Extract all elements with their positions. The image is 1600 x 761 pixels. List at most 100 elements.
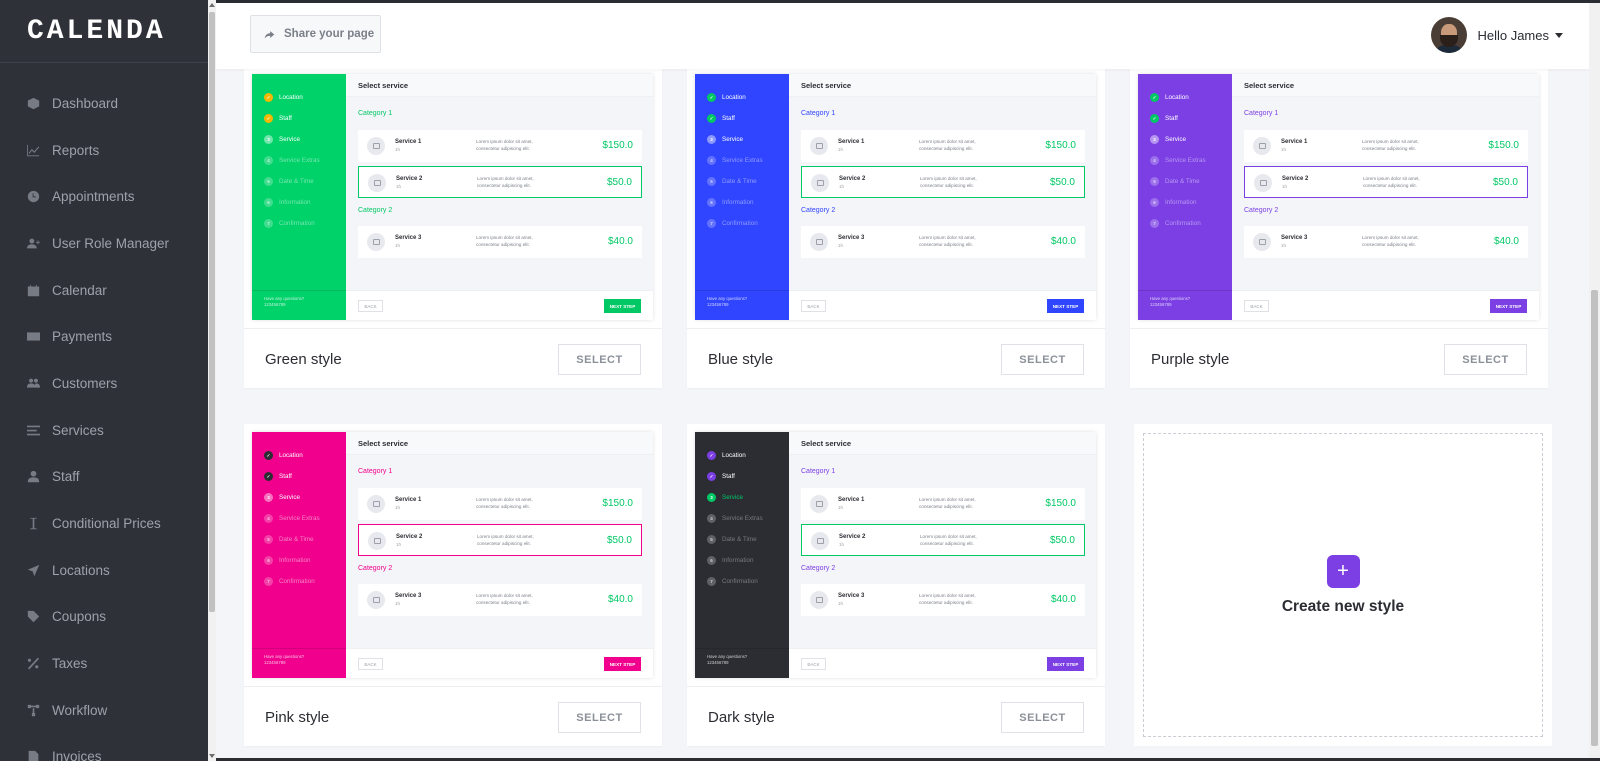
step-number-badge: 6: [707, 198, 716, 207]
preview-step: ✓ Location: [1150, 93, 1189, 102]
style-preview: ✓ Location ✓ Staff 3 Service 4 Service Extras 5 D…: [1138, 74, 1539, 320]
check-icon: ✓: [707, 472, 716, 481]
preview-category: Category 2: [358, 565, 393, 572]
create-new-style-button[interactable]: + Create new style: [1143, 433, 1543, 737]
users-icon: [26, 376, 40, 390]
preview-service-item: Service 1 1h Lorem ipsum dolor sit amet, c…: [801, 130, 1085, 162]
sidebar-item-user-role-manager[interactable]: User Role Manager: [0, 220, 208, 267]
sidebar-scrollbar[interactable]: [208, 0, 216, 761]
share-page-button[interactable]: Share your page: [250, 15, 381, 53]
preview-service-item: Service 3 1h Lorem ipsum dolor sit amet, c…: [801, 584, 1085, 616]
style-name: Purple style: [1151, 351, 1230, 368]
preview-category: Category 2: [801, 207, 836, 214]
sidebar-item-reports[interactable]: Reports: [0, 127, 208, 174]
preview-service-item: Service 2 1h Lorem ipsum dolor sit amet, c…: [801, 524, 1085, 556]
style-preview: ✓ Location ✓ Staff 3 Service 4 Service Extras 5 D…: [252, 432, 653, 678]
style-card: ✓ Location ✓ Staff 3 Service 4 Service Extras 5 D…: [687, 424, 1105, 746]
preview-step: 5 Date & Time: [1150, 177, 1200, 186]
preview-next-button: NEXT STEP: [604, 299, 641, 313]
preview-back-button: BACK: [801, 300, 826, 312]
sidebar-item-invoices[interactable]: Invoices: [0, 734, 208, 761]
step-number-badge: 5: [264, 177, 273, 186]
preview-service-item: Service 2 1h Lorem ipsum dolor sit amet, c…: [358, 166, 642, 198]
preview-step: 6 Information: [264, 198, 311, 207]
step-number-badge: 7: [707, 219, 716, 228]
style-preview: ✓ Location ✓ Staff 3 Service 4 Service Extras 5 D…: [252, 74, 653, 320]
check-icon: ✓: [707, 451, 716, 460]
step-number-badge: 3: [1150, 135, 1159, 144]
sidebar-item-locations[interactable]: Locations: [0, 547, 208, 594]
sidebar-item-customers[interactable]: Customers: [0, 360, 208, 407]
preview-step: 3 Service: [707, 135, 743, 144]
sidebar-item-conditional-prices[interactable]: Conditional Prices: [0, 500, 208, 547]
sidebar-item-services[interactable]: Services: [0, 407, 208, 454]
style-name: Pink style: [265, 709, 330, 726]
logo[interactable]: CALENDA: [0, 0, 208, 63]
select-style-button[interactable]: SELECT: [1444, 344, 1527, 375]
preview-main: Select service Category 1 Category 2 Servic…: [789, 74, 1096, 320]
image-placeholder-icon: [810, 591, 828, 609]
select-style-button[interactable]: SELECT: [1001, 702, 1084, 733]
preview-header: Select service: [789, 74, 1096, 97]
step-number-badge: 4: [707, 156, 716, 165]
sidebar-item-coupons[interactable]: Coupons: [0, 594, 208, 641]
sidebar-item-staff[interactable]: Staff: [0, 454, 208, 501]
sidebar-item-label: User Role Manager: [52, 235, 170, 251]
user-plus-icon: [26, 236, 40, 250]
sidebar-item-workflow[interactable]: Workflow: [0, 687, 208, 734]
preview-header: Select service: [346, 432, 653, 455]
preview-step: ✓ Staff: [707, 114, 735, 123]
scroll-down-arrow[interactable]: [209, 754, 215, 758]
preview-service-item: Service 1 1h Lorem ipsum dolor sit amet, c…: [1244, 130, 1528, 162]
step-number-badge: 4: [264, 156, 273, 165]
check-icon: ✓: [264, 114, 273, 123]
preview-footer: BACK NEXT STEP: [789, 290, 1096, 320]
style-name: Green style: [265, 351, 342, 368]
location-arrow-icon: [26, 563, 40, 577]
step-number-badge: 4: [264, 514, 273, 523]
sidebar-item-payments[interactable]: Payments: [0, 313, 208, 360]
scrollbar-thumb[interactable]: [209, 12, 215, 612]
main-scrollbar-thumb[interactable]: [1591, 290, 1598, 746]
preview-step: 5 Date & Time: [264, 177, 314, 186]
preview-step: 4 Service Extras: [707, 156, 763, 165]
file-icon: [26, 750, 40, 761]
main-scrollbar[interactable]: [1589, 3, 1600, 758]
style-card-footer: Blue style SELECT: [687, 328, 1105, 388]
sidebar-item-label: Workflow: [52, 702, 108, 718]
step-number-badge: 5: [707, 535, 716, 544]
sidebar-item-calendar[interactable]: Calendar: [0, 267, 208, 314]
preview-category: Category 2: [1244, 207, 1279, 214]
sidebar-item-appointments[interactable]: Appointments: [0, 173, 208, 220]
check-icon: ✓: [707, 114, 716, 123]
scroll-up-arrow[interactable]: [209, 3, 215, 7]
preview-category: Category 1: [358, 468, 393, 475]
style-card: ✓ Location ✓ Staff 3 Service 4 Service Extras 5 D…: [244, 66, 662, 388]
preview-sidebar: ✓ Location ✓ Staff 3 Service 4 Service Extras 5 D…: [1138, 74, 1232, 320]
preview-next-button: NEXT STEP: [1490, 299, 1527, 313]
image-placeholder-icon: [810, 495, 828, 513]
select-style-button[interactable]: SELECT: [558, 702, 641, 733]
step-number-badge: 3: [264, 493, 273, 502]
list-icon: [26, 423, 40, 437]
percent-icon: [26, 657, 40, 671]
preview-header: Select service: [346, 74, 653, 97]
preview-service-item: Service 3 1h Lorem ipsum dolor sit amet, c…: [1244, 226, 1528, 258]
credit-card-icon: [26, 330, 40, 344]
preview-sidebar: ✓ Location ✓ Staff 3 Service 4 Service Extras 5 D…: [252, 74, 346, 320]
preview-step: 4 Service Extras: [264, 156, 320, 165]
style-preview: ✓ Location ✓ Staff 3 Service 4 Service Extras 5 D…: [695, 74, 1096, 320]
sidebar-menu: Dashboard Reports Appointments User Role Ma…: [0, 80, 208, 761]
share-icon: [264, 30, 275, 39]
user-menu[interactable]: Hello James: [1431, 17, 1563, 53]
preview-category: Category 2: [801, 565, 836, 572]
preview-step: ✓ Staff: [264, 472, 292, 481]
preview-help-text: Have any questions? 123456789: [707, 654, 748, 665]
select-style-button[interactable]: SELECT: [1001, 344, 1084, 375]
preview-step: 6 Information: [707, 556, 754, 565]
sidebar-item-taxes[interactable]: Taxes: [0, 640, 208, 687]
sidebar-item-dashboard[interactable]: Dashboard: [0, 80, 208, 127]
select-style-button[interactable]: SELECT: [558, 344, 641, 375]
sidebar-item-label: Dashboard: [52, 95, 119, 111]
style-card-footer: Dark style SELECT: [687, 686, 1105, 746]
